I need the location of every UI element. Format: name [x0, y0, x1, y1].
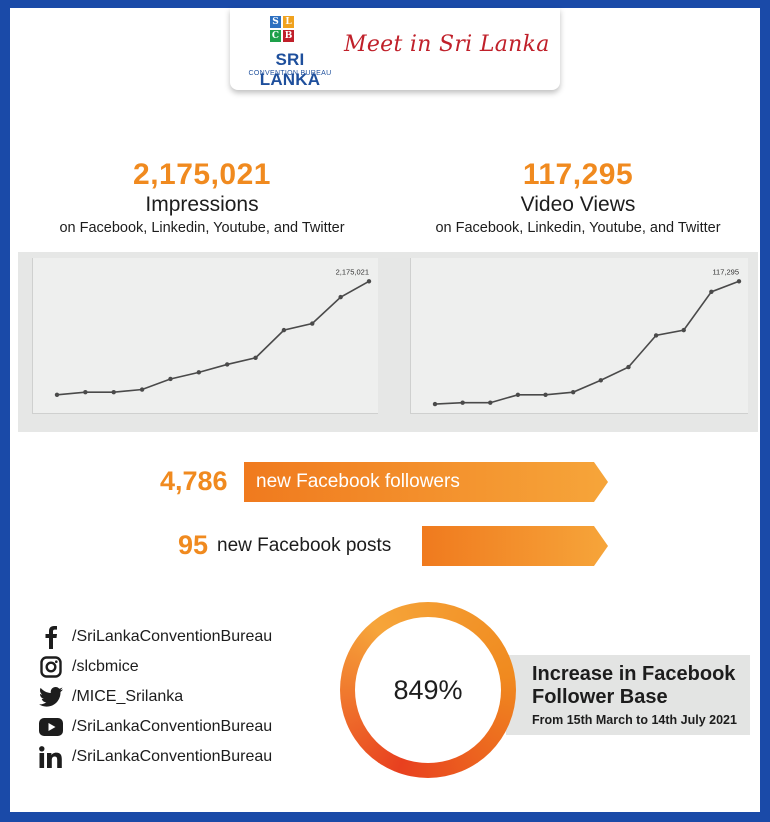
data-point: [168, 376, 173, 382]
growth-title-line2: Follower Base: [532, 686, 668, 708]
data-point: [310, 321, 315, 326]
data-point: [681, 327, 686, 333]
end-value-label: 2,175,021: [336, 267, 369, 276]
data-point: [709, 289, 714, 295]
logo-letter-b: B: [283, 30, 294, 42]
youtube-handle: /SriLankaConventionBureau: [72, 718, 273, 735]
growth-value: 849%: [393, 674, 463, 705]
growth-info-box: Increase in Facebook Follower Base From …: [506, 655, 750, 735]
impressions-value: 2,175,021: [133, 158, 271, 191]
twitter-icon: [38, 684, 64, 710]
posts-text: new Facebook posts: [217, 535, 392, 556]
video-views-chart-panel: 117,295: [410, 258, 748, 414]
data-point: [432, 401, 438, 407]
growth-period: From 15th March to 14th July 2021: [532, 713, 737, 727]
data-point: [224, 362, 230, 367]
logo-name: SRI LANKA: [259, 50, 321, 89]
video-views-platforms: on Facebook, Linkedin, Youtube, and Twit…: [435, 220, 721, 236]
instagram-icon: [38, 654, 64, 680]
data-point: [626, 364, 631, 370]
data-point: [281, 327, 287, 333]
youtube-icon: [38, 714, 64, 740]
data-point: [253, 355, 258, 361]
video-views-line-chart: 117,295: [432, 267, 742, 407]
facebook-handle: /SriLankaConventionBureau: [72, 628, 273, 645]
infographic-card: S L C B SRI LANKA CONVENTION BUREAU Meet…: [10, 8, 760, 812]
impressions-platforms: on Facebook, Linkedin, Youtube, and Twit…: [59, 220, 345, 236]
data-point: [460, 400, 465, 405]
tagline: Meet in Sri Lanka: [344, 32, 550, 57]
data-point: [54, 392, 60, 397]
growth-ring: 849%: [340, 602, 516, 778]
data-point: [515, 392, 521, 397]
data-point: [139, 387, 145, 392]
video-views-stat: 117,295 Video Views on Facebook, Linkedi…: [398, 158, 758, 236]
data-point: [83, 389, 88, 395]
followers-value: 4,786: [160, 466, 228, 496]
header-logo-box: S L C B SRI LANKA CONVENTION BUREAU Meet…: [230, 8, 560, 90]
video-views-value: 117,295: [522, 158, 634, 191]
social-youtube[interactable]: /SriLankaConventionBureau: [38, 714, 272, 740]
logo-letter-l: L: [283, 16, 294, 28]
data-point: [111, 389, 116, 395]
twitter-handle: /MICE_Srilanka: [72, 688, 184, 705]
instagram-handle: /slcbmice: [72, 658, 139, 675]
data-point: [736, 279, 742, 284]
data-point: [543, 392, 548, 397]
data-point: [338, 294, 343, 300]
followers-text: new Facebook followers: [256, 471, 460, 492]
social-instagram[interactable]: /slcbmice: [38, 654, 139, 680]
growth-ring-inner: 849%: [355, 617, 501, 763]
impressions-label: Impressions: [145, 193, 259, 216]
growth-title-line1: Increase in Facebook: [532, 663, 736, 685]
data-point: [488, 400, 493, 405]
logo-subtitle: CONVENTION BUREAU: [248, 70, 332, 77]
end-value-label: 117,295: [712, 267, 739, 276]
posts-value: 95: [178, 530, 209, 560]
logo-letter-s: S: [270, 16, 281, 28]
data-point: [366, 279, 372, 284]
video-views-label: Video Views: [520, 193, 636, 216]
facebook-icon: [38, 624, 64, 650]
linkedin-handle: /SriLankaConventionBureau: [72, 748, 273, 765]
data-point: [570, 389, 576, 395]
impressions-chart-panel: 2,175,021: [32, 258, 378, 414]
linkedin-icon: [38, 744, 64, 770]
data-point: [598, 378, 604, 383]
slcb-logo-mark: S L C B: [270, 16, 312, 48]
impressions-line-chart: 2,175,021: [54, 267, 372, 397]
impressions-stat: 2,175,021 Impressions on Facebook, Linke…: [22, 158, 382, 236]
social-linkedin[interactable]: /SriLankaConventionBureau: [38, 744, 272, 770]
social-facebook[interactable]: /SriLankaConventionBureau: [38, 624, 272, 650]
followers-arrow: [244, 462, 608, 502]
series-line-0: [56, 280, 370, 396]
series-line-1: [434, 280, 740, 405]
data-point: [653, 333, 659, 338]
logo-letter-c: C: [270, 30, 281, 42]
data-point: [196, 370, 202, 375]
social-twitter[interactable]: /MICE_Srilanka: [38, 684, 183, 710]
posts-arrow: [422, 526, 608, 566]
